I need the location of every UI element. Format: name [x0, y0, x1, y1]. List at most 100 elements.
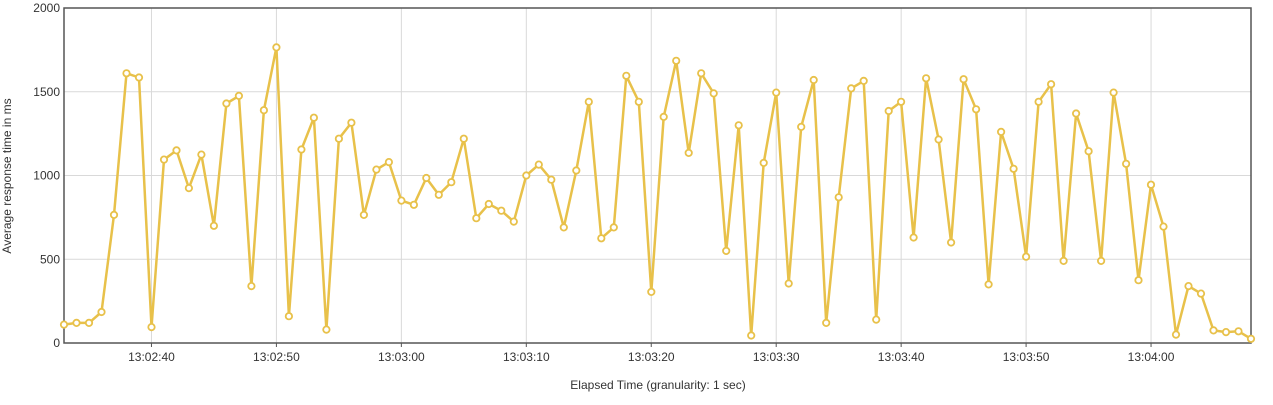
data-point[interactable]: [59, 320, 69, 329]
data-point[interactable]: [609, 223, 618, 232]
data-point[interactable]: [1009, 164, 1018, 173]
data-point[interactable]: [559, 223, 568, 232]
data-point[interactable]: [197, 150, 206, 159]
data-point[interactable]: [872, 315, 881, 324]
data-point[interactable]: [1034, 97, 1043, 106]
data-point[interactable]: [1246, 334, 1256, 343]
data-point[interactable]: [1171, 330, 1181, 339]
data-point[interactable]: [734, 121, 743, 130]
data-point[interactable]: [459, 134, 468, 143]
data-point[interactable]: [522, 171, 531, 180]
data-point[interactable]: [584, 97, 593, 106]
data-point[interactable]: [1047, 80, 1056, 89]
data-point[interactable]: [1159, 222, 1168, 231]
data-point[interactable]: [297, 145, 306, 154]
data-point[interactable]: [934, 135, 943, 144]
data-point[interactable]: [647, 287, 656, 296]
data-point[interactable]: [1134, 276, 1143, 285]
data-point[interactable]: [534, 160, 543, 169]
data-point[interactable]: [896, 97, 906, 106]
data-point[interactable]: [509, 217, 518, 226]
data-point[interactable]: [909, 233, 918, 242]
data-point[interactable]: [172, 146, 181, 155]
data-point[interactable]: [884, 106, 893, 116]
series-layer: [59, 43, 1256, 343]
data-point[interactable]: [222, 99, 231, 108]
data-point[interactable]: [409, 200, 418, 209]
data-point[interactable]: [1196, 289, 1206, 298]
data-point[interactable]: [497, 206, 506, 215]
data-point[interactable]: [134, 73, 144, 82]
data-point[interactable]: [384, 158, 393, 167]
data-point[interactable]: [722, 246, 731, 255]
data-point[interactable]: [1084, 147, 1093, 156]
data-point[interactable]: [672, 56, 681, 65]
data-point[interactable]: [334, 134, 343, 143]
data-point[interactable]: [747, 331, 756, 340]
data-point[interactable]: [184, 184, 193, 193]
data-point[interactable]: [272, 43, 281, 52]
data-point[interactable]: [971, 105, 981, 114]
x-axis-title: Elapsed Time (granularity: 1 sec): [570, 378, 745, 392]
data-point[interactable]: [1072, 109, 1081, 118]
data-point[interactable]: [1059, 256, 1068, 265]
data-point[interactable]: [84, 318, 94, 327]
data-point[interactable]: [709, 89, 718, 98]
data-point[interactable]: [397, 196, 406, 205]
data-point[interactable]: [921, 74, 931, 83]
data-point[interactable]: [659, 112, 668, 122]
data-point[interactable]: [72, 318, 81, 327]
data-point[interactable]: [422, 173, 431, 183]
data-point[interactable]: [1109, 88, 1118, 97]
data-point[interactable]: [1221, 327, 1231, 337]
data-point[interactable]: [996, 127, 1006, 136]
data-point[interactable]: [234, 91, 243, 101]
data-point[interactable]: [959, 75, 968, 84]
data-point[interactable]: [859, 76, 868, 86]
data-point[interactable]: [322, 325, 331, 334]
data-point[interactable]: [797, 122, 806, 132]
data-point[interactable]: [847, 84, 856, 93]
data-point[interactable]: [834, 193, 843, 202]
data-point[interactable]: [484, 199, 493, 209]
data-point[interactable]: [472, 214, 481, 223]
data-point[interactable]: [247, 281, 256, 291]
data-point[interactable]: [622, 71, 631, 80]
data-point[interactable]: [1097, 256, 1106, 265]
data-point[interactable]: [1184, 281, 1193, 291]
data-point[interactable]: [109, 210, 119, 219]
data-point[interactable]: [772, 88, 781, 97]
data-point[interactable]: [359, 210, 368, 219]
data-point[interactable]: [447, 178, 456, 187]
data-point[interactable]: [1146, 180, 1156, 189]
data-point[interactable]: [597, 234, 606, 243]
data-point[interactable]: [547, 175, 556, 184]
data-point[interactable]: [822, 318, 831, 327]
data-point[interactable]: [1209, 326, 1218, 335]
data-point[interactable]: [97, 307, 106, 317]
data-point[interactable]: [759, 158, 768, 167]
data-point[interactable]: [259, 106, 268, 115]
data-point[interactable]: [809, 75, 818, 85]
data-point[interactable]: [347, 118, 356, 127]
data-point[interactable]: [684, 148, 693, 157]
data-point[interactable]: [1021, 252, 1031, 261]
data-point[interactable]: [284, 312, 293, 321]
data-point[interactable]: [572, 166, 581, 175]
data-point[interactable]: [697, 69, 706, 78]
data-point[interactable]: [784, 279, 793, 288]
data-point[interactable]: [159, 155, 169, 164]
data-point[interactable]: [984, 280, 993, 289]
data-point[interactable]: [209, 221, 218, 230]
data-point[interactable]: [1122, 159, 1131, 168]
data-point[interactable]: [309, 113, 318, 122]
data-point[interactable]: [122, 69, 131, 78]
data-point[interactable]: [1234, 327, 1243, 336]
y-tick-label: 1500: [33, 85, 60, 99]
data-point[interactable]: [434, 190, 443, 199]
data-point[interactable]: [147, 322, 156, 332]
data-point[interactable]: [634, 97, 643, 106]
data-point[interactable]: [946, 238, 956, 247]
x-tick-label: 13:03:40: [878, 350, 925, 364]
data-point[interactable]: [372, 165, 381, 174]
